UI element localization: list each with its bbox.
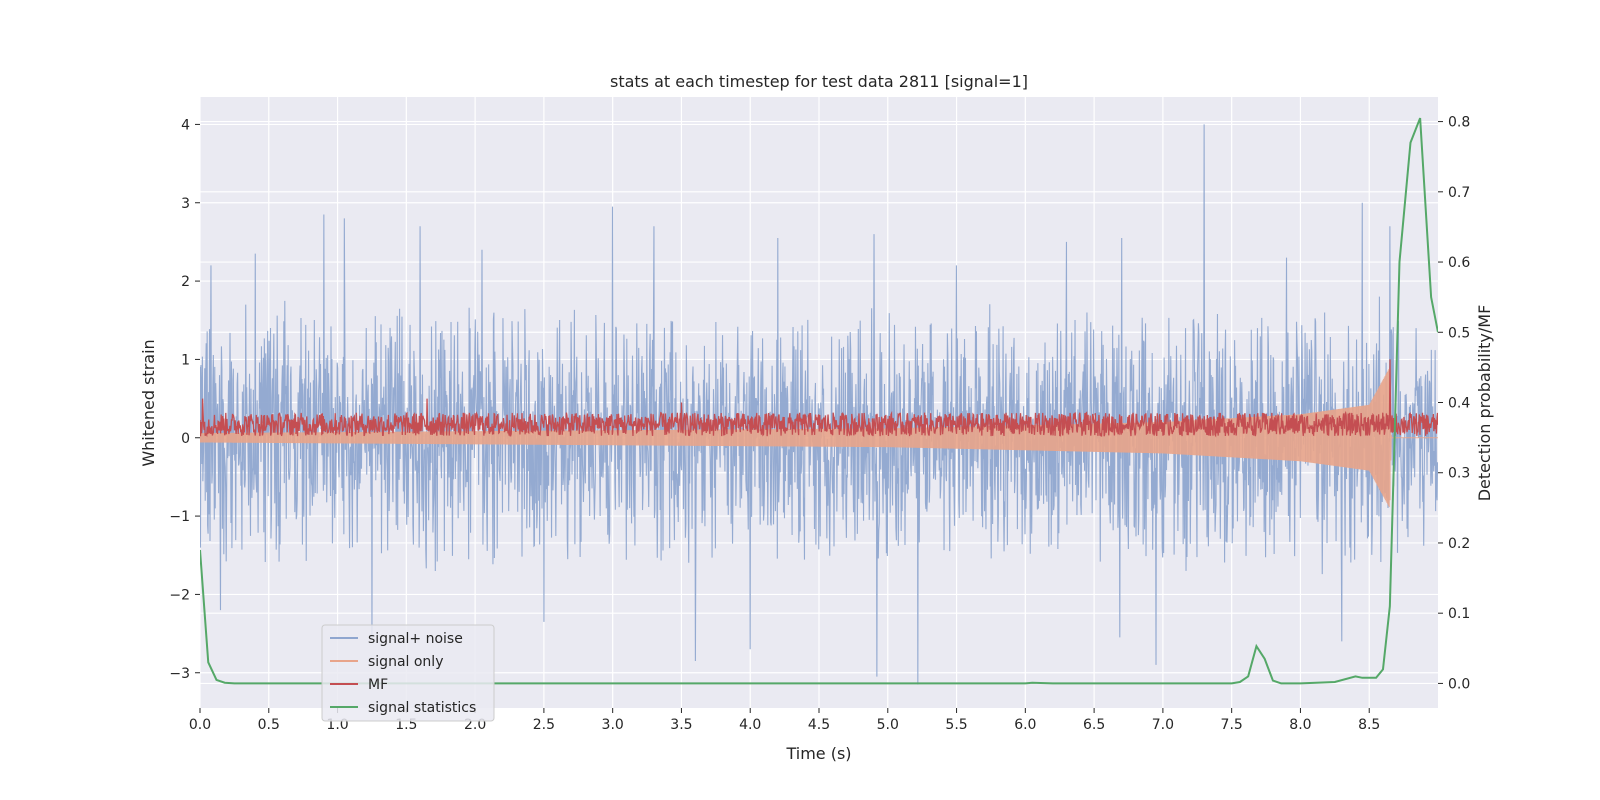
- y-tick-label-left: 0: [181, 431, 190, 447]
- x-tick-label: 0.5: [258, 717, 280, 733]
- y-tick-label-right: 0.5: [1448, 325, 1470, 341]
- legend-box: [321, 624, 495, 722]
- x-tick-label: 4.0: [739, 717, 761, 733]
- series-mf-line: [200, 359, 1438, 438]
- series-signal-statistics-line: [200, 117, 1438, 685]
- y-tick-label-left: 3: [181, 196, 190, 212]
- y-axis-label-left: Whitened strain: [139, 339, 158, 466]
- x-tick-label: 0.0: [189, 717, 211, 733]
- x-tick-label: 8.5: [1358, 717, 1380, 733]
- series-layer: [200, 117, 1438, 685]
- x-tick-label: 5.5: [945, 717, 967, 733]
- y-axis-label-right: Detection probability/MF: [1475, 305, 1494, 502]
- x-tick-label: 6.0: [1014, 717, 1036, 733]
- y-tick-label-left: 4: [181, 117, 190, 133]
- y-tick-label-left: 1: [181, 352, 190, 368]
- series-clip-group: [200, 117, 1438, 685]
- x-tick-label: 3.0: [602, 717, 624, 733]
- x-tick-label: 3.5: [670, 717, 692, 733]
- y-tick-label-left: 2: [181, 274, 190, 290]
- x-tick-label: 2.5: [533, 717, 555, 733]
- legend-label-signal-only: signal only: [368, 654, 443, 670]
- chart-title: stats at each timestep for test data 281…: [610, 72, 1028, 91]
- y-tick-label-left: −2: [169, 587, 190, 603]
- ticks: 0.0 0.5 1.0 1.5 2.0 2.5 3.0 3.5 4.0 4.5 5.0 5.5 6.0 6…: [169, 115, 1470, 733]
- y-tick-label-right: 0.1: [1448, 606, 1470, 622]
- x-tick-label: 4.5: [808, 717, 830, 733]
- y-tick-label-right: 0.4: [1448, 396, 1470, 412]
- x-tick-label: 7.0: [1152, 717, 1174, 733]
- y-tick-label-right: 0.6: [1448, 255, 1470, 271]
- y-tick-label-right: 0.2: [1448, 536, 1470, 552]
- series-signal-noise-line: [200, 124, 1438, 685]
- legend-label-signal-noise: signal+ noise: [368, 631, 463, 647]
- legend: signal+ noise signal only MF signal stat…: [321, 624, 495, 722]
- x-tick-label: 7.5: [1221, 717, 1243, 733]
- y-tick-label-right: 0.8: [1448, 115, 1470, 131]
- x-tick-label: 8.0: [1289, 717, 1311, 733]
- legend-label-signal-statistics: signal statistics: [368, 700, 476, 716]
- x-tick-label: 5.0: [877, 717, 899, 733]
- y-tick-label-right: 0.7: [1448, 185, 1470, 201]
- legend-label-mf: MF: [368, 677, 388, 693]
- x-tick-label: 6.5: [1083, 717, 1105, 733]
- y-tick-label-left: −3: [169, 666, 190, 682]
- y-tick-label-right: 0.0: [1448, 676, 1470, 692]
- y-tick-label-left: −1: [169, 509, 190, 525]
- y-tick-label-right: 0.3: [1448, 466, 1470, 482]
- x-axis-label: Time (s): [785, 744, 851, 763]
